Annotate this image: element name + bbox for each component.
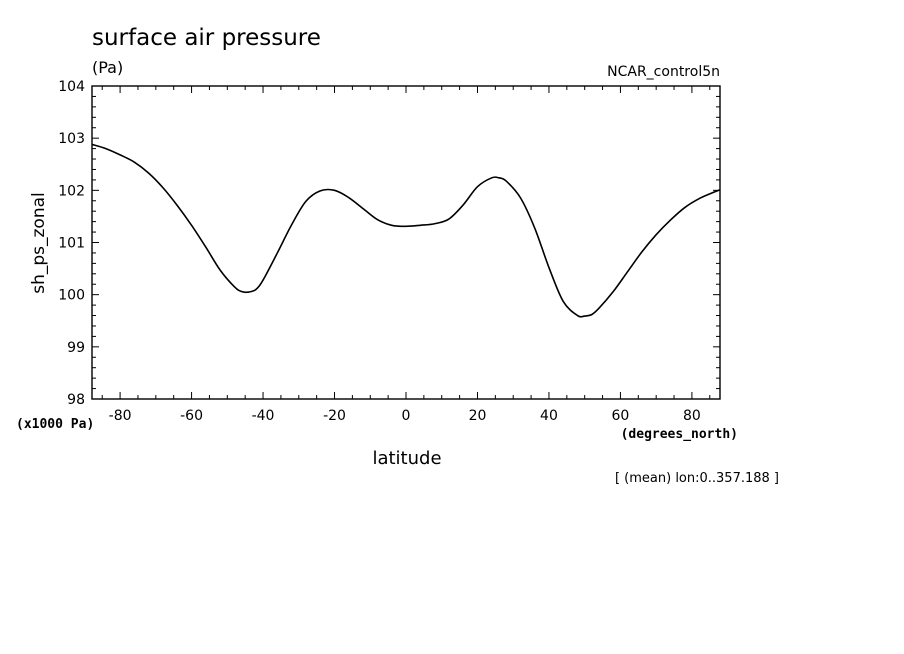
x-tick-label: -60 xyxy=(180,408,203,424)
x-tick-label: -20 xyxy=(323,408,346,424)
x-tick-label: 0 xyxy=(402,408,411,424)
run-label: NCAR_control5n xyxy=(607,64,720,80)
y-tick-label: 100 xyxy=(58,288,85,304)
units-label: (Pa) xyxy=(92,58,123,77)
x-axis-label: latitude xyxy=(372,448,441,469)
y-scale-note: (x1000 Pa) xyxy=(16,417,94,432)
y-tick-label: 101 xyxy=(58,236,85,252)
x-tick-label: -80 xyxy=(109,408,132,424)
series-line xyxy=(91,143,721,318)
y-tick-label: 98 xyxy=(67,392,85,408)
y-tick-label: 102 xyxy=(58,183,85,199)
footnote: [ (mean) lon:0..357.188 ] xyxy=(615,471,779,486)
chart-title: surface air pressure xyxy=(92,25,321,51)
x-units-label: (degrees_north) xyxy=(621,427,738,442)
x-tick-label: 80 xyxy=(683,408,701,424)
x-tick-label: 40 xyxy=(540,408,558,424)
y-axis-label: sh_ps_zonal xyxy=(29,192,49,294)
x-tick-label: 60 xyxy=(612,408,630,424)
y-tick-label: 103 xyxy=(58,131,85,147)
y-tick-label: 104 xyxy=(58,79,85,95)
plot-area: -80 -60 -40 -20 0 20 40 60 80 98 99 100 101 102 103 104 xyxy=(58,79,721,424)
plot-frame xyxy=(91,85,721,400)
x-tick-label: 20 xyxy=(469,408,487,424)
y-tick-label: 99 xyxy=(67,340,85,356)
x-tick-label: -40 xyxy=(252,408,275,424)
